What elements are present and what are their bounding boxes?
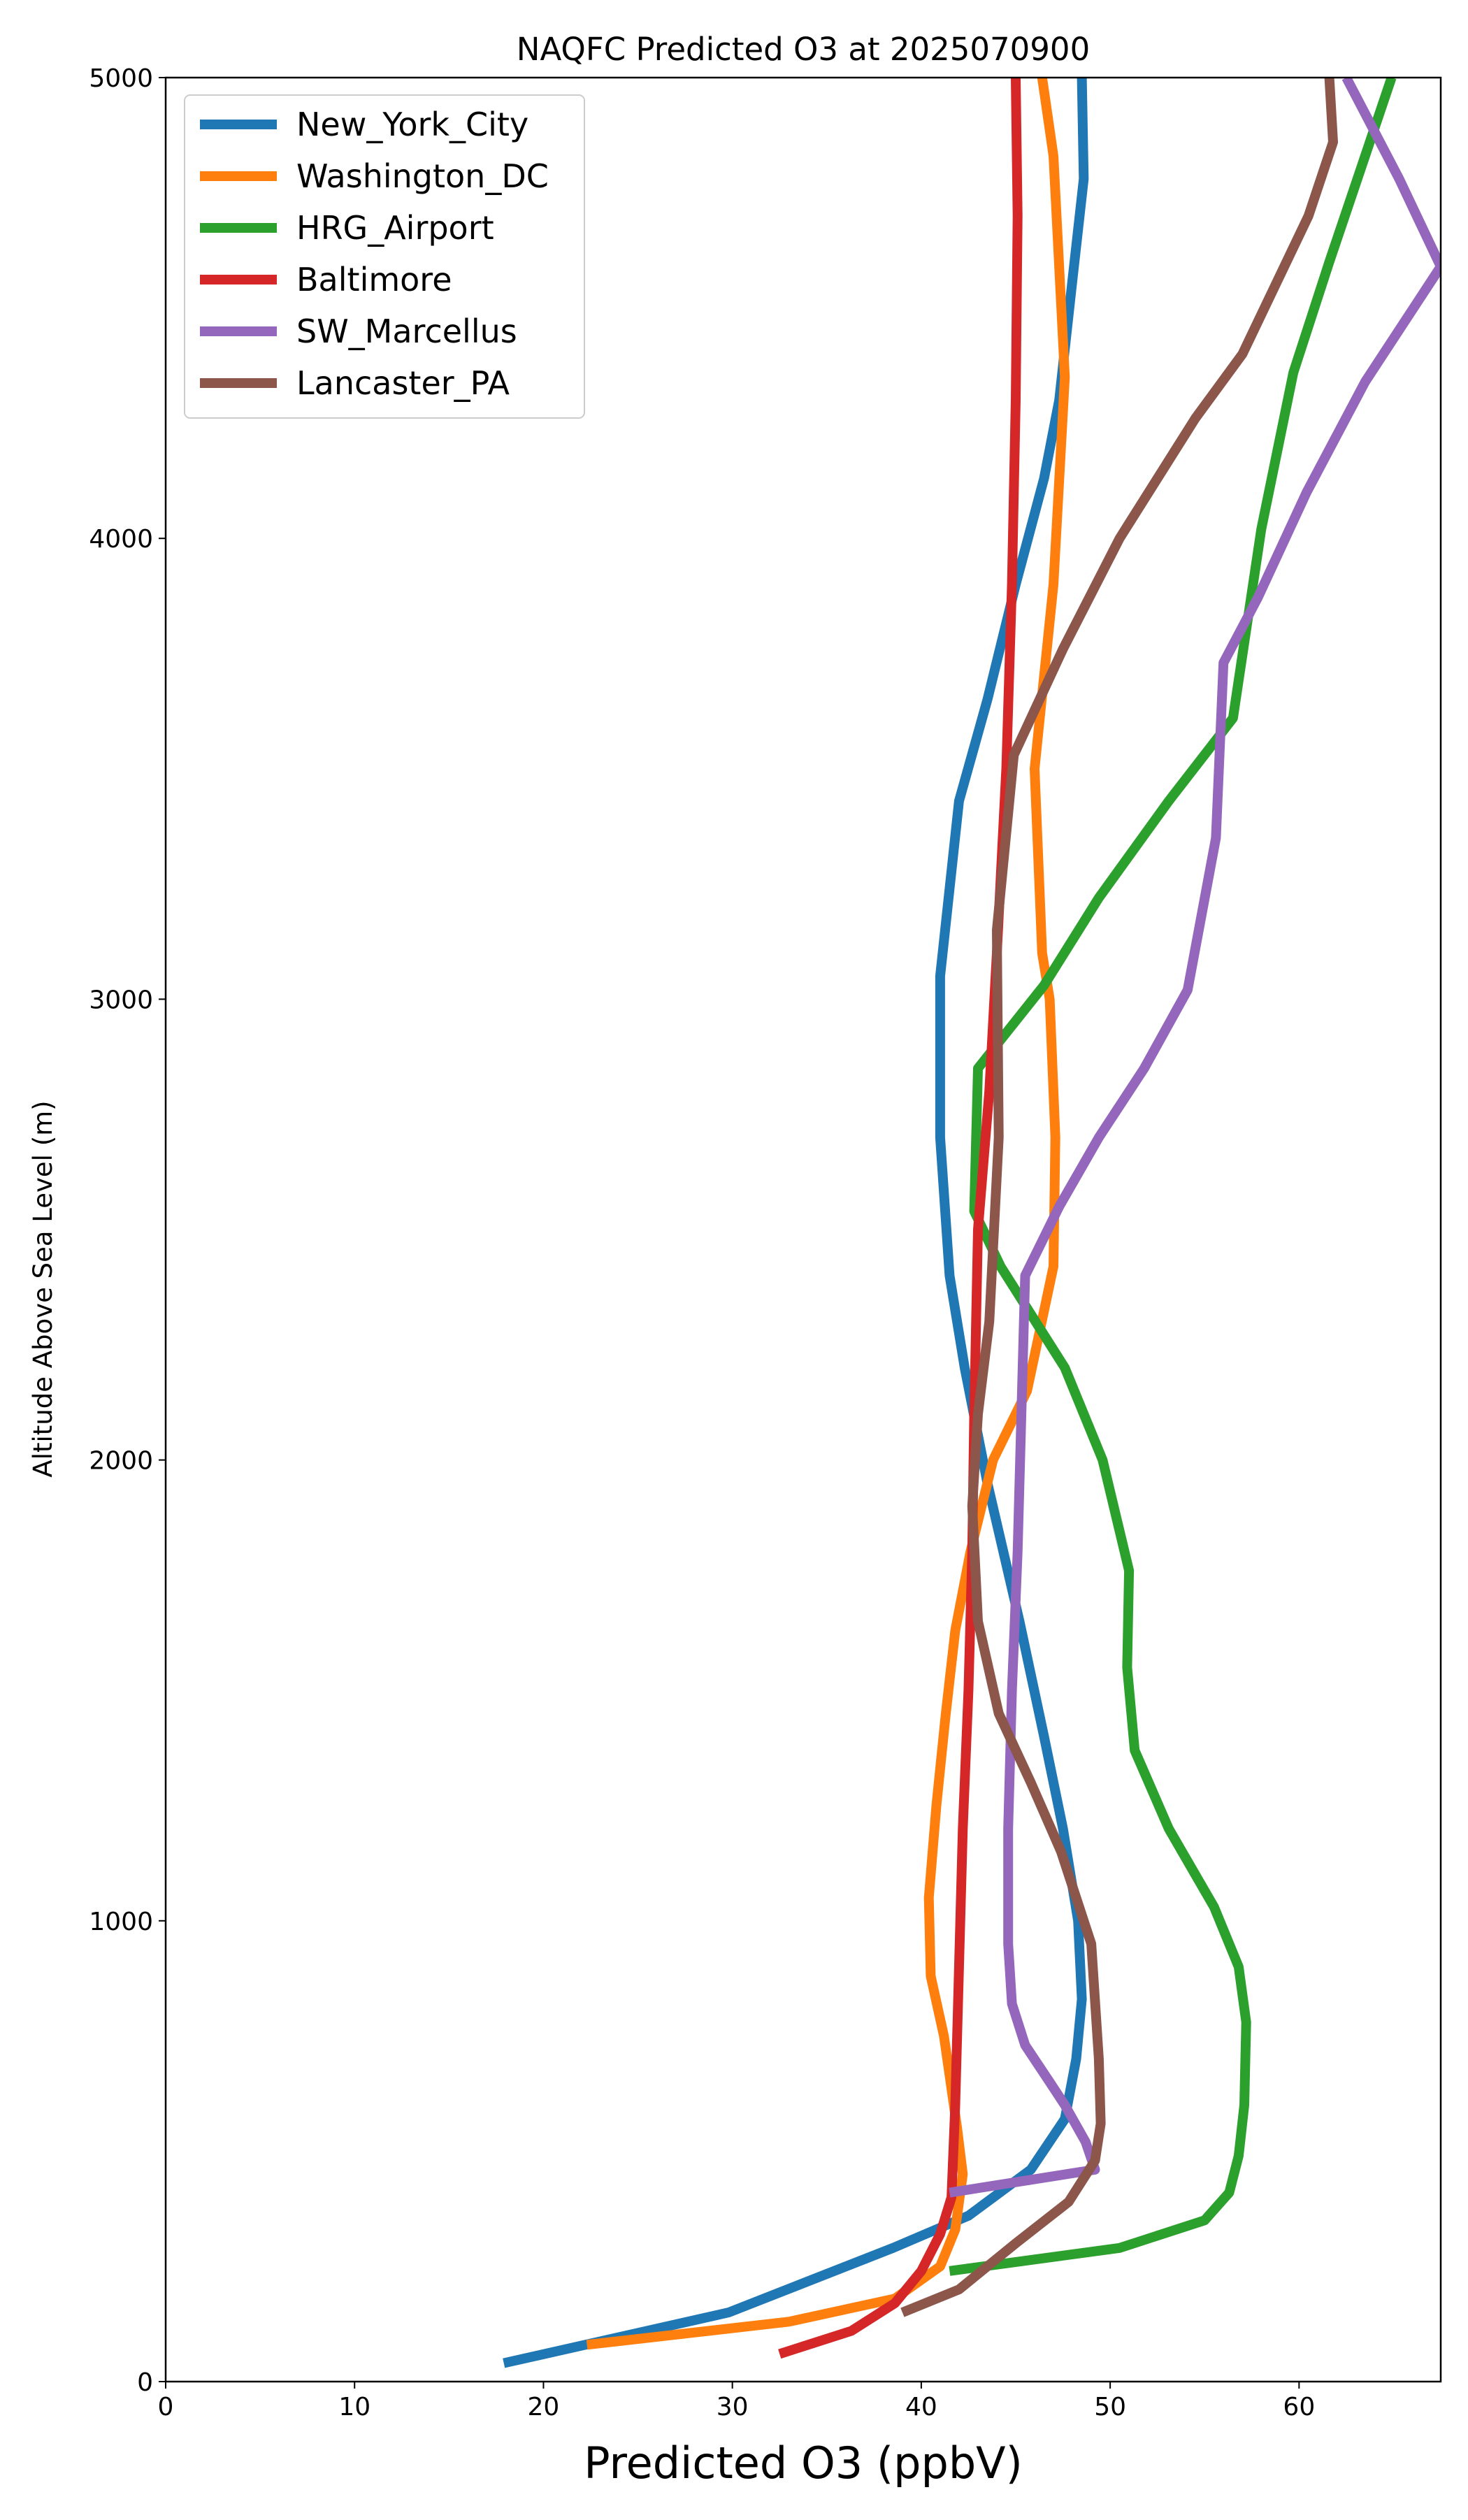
legend-label-lancaster-pa: Lancaster_PA: [296, 364, 510, 402]
legend-label-baltimore: Baltimore: [296, 261, 452, 298]
x-tick-label: 50: [1094, 2393, 1126, 2421]
x-tick-label: 10: [338, 2393, 370, 2421]
legend-label-sw-marcellus: SW_Marcellus: [296, 312, 517, 350]
legend: New_York_City Washington_DC HRG_Airport Bal…: [184, 94, 585, 419]
chart-title: NAQFC Predicted O3 at 2025070900: [517, 31, 1090, 68]
plot-area-frame: [164, 76, 1442, 2383]
x-tick-label: 60: [1283, 2393, 1315, 2421]
legend-frame: [184, 94, 585, 419]
legend-label-washington-dc: Washington_DC: [296, 157, 549, 195]
legend-label-new-york-city: New_York_City: [296, 106, 528, 143]
tick-layer: 0 10 20 30 40 50 60 0 1000 2000 3000 4000 5000: [89, 64, 1315, 2421]
series-layer: [503, 78, 1441, 2368]
y-tick-label: 0: [137, 2368, 153, 2397]
x-tick-label: 40: [905, 2393, 937, 2421]
x-axis-label: Predicted O3 (ppbV): [584, 2438, 1023, 2489]
y-tick-label: 1000: [89, 1908, 153, 1936]
series-line-lancaster-pa: [900, 78, 1338, 2317]
y-tick-label: 2000: [89, 1447, 153, 1476]
x-tick-label: 30: [717, 2393, 749, 2421]
x-tick-label: 0: [158, 2393, 174, 2421]
series-line-sw-marcellus: [949, 78, 1441, 2198]
legend-label-hrg-airport: HRG_Airport: [296, 209, 494, 247]
y-tick-label: 3000: [89, 986, 153, 1014]
y-axis-label: Altitude Above Sea Level (m): [28, 1100, 58, 1477]
series-line-baltimore: [778, 78, 1023, 2359]
x-tick-label: 20: [528, 2393, 560, 2421]
y-tick-label: 5000: [89, 64, 153, 93]
series-line-washington-dc: [586, 78, 1070, 2350]
y-tick-label: 4000: [89, 525, 153, 554]
